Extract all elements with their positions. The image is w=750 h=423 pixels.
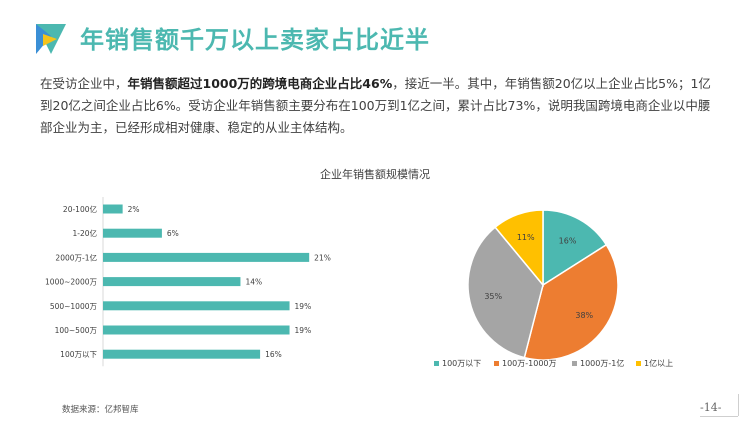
pie-slice [467, 226, 544, 359]
bar-category-label: 1-20亿 [72, 228, 97, 238]
bar-category-label: 500~1000万 [50, 302, 98, 311]
bar-category-label: 2000万-1亿 [55, 252, 97, 262]
pie-value-label: 16% [559, 236, 577, 245]
bar-category-label: 1000~2000万 [45, 278, 97, 287]
data-source-note: 数据来源：亿邦智库 [62, 405, 139, 415]
chart-title: 企业年销售额规模情况 [320, 168, 430, 181]
page-title: 年销售额千万以上卖家占比近半 [80, 26, 430, 54]
legend-label: 100万-1000万 [502, 359, 557, 368]
pie-value-label: 35% [484, 292, 502, 301]
pie-slice [494, 209, 544, 288]
corner-line-vertical [738, 394, 739, 416]
legend-swatch [434, 361, 439, 366]
legend-swatch [572, 361, 577, 366]
pie-value-label: 11% [517, 233, 535, 242]
bar-category-label: 20-100亿 [63, 204, 98, 214]
legend-label: 100万以下 [442, 359, 481, 368]
bar [103, 228, 162, 238]
bar-value-label: 14% [245, 278, 262, 287]
intro-highlight: 年销售额超过1000万的跨境电商企业占比46% [127, 76, 393, 91]
legend-swatch [636, 361, 641, 366]
intro-paragraph: 在受访企业中，年销售额超过1000万的跨境电商企业占比46%，接近一半。其中，年… [40, 73, 720, 139]
pie-slice [542, 209, 608, 287]
bar [103, 277, 241, 287]
legend-label: 1000万-1亿 [580, 358, 624, 368]
bar [103, 325, 290, 335]
bar-value-label: 16% [265, 350, 282, 359]
intro-text-start: 在受访企业中， [40, 76, 128, 91]
bar [103, 349, 261, 359]
bar-value-label: 19% [295, 326, 312, 335]
bar-value-label: 2% [128, 205, 140, 214]
page-number: -14- [700, 401, 722, 414]
bar-value-label: 19% [295, 302, 312, 311]
bar-value-label: 21% [314, 253, 331, 262]
legend-label: 1亿以上 [644, 358, 673, 368]
bar [103, 301, 290, 311]
bar-category-label: 100~500万 [55, 326, 98, 335]
bar [103, 204, 123, 214]
brand-logo-icon [36, 24, 66, 54]
bar [103, 252, 310, 262]
pie-value-label: 38% [575, 311, 593, 320]
bar-value-label: 6% [167, 229, 179, 238]
legend-swatch [494, 361, 499, 366]
corner-line-horizontal [700, 416, 738, 417]
intro-text-rest: ，接近一半。其中，年销售额20亿以上企业占比5%；1亿到20亿之间企业占比6%。… [40, 76, 711, 135]
pie-slice [523, 243, 619, 361]
bar-category-label: 100万以下 [60, 350, 97, 359]
